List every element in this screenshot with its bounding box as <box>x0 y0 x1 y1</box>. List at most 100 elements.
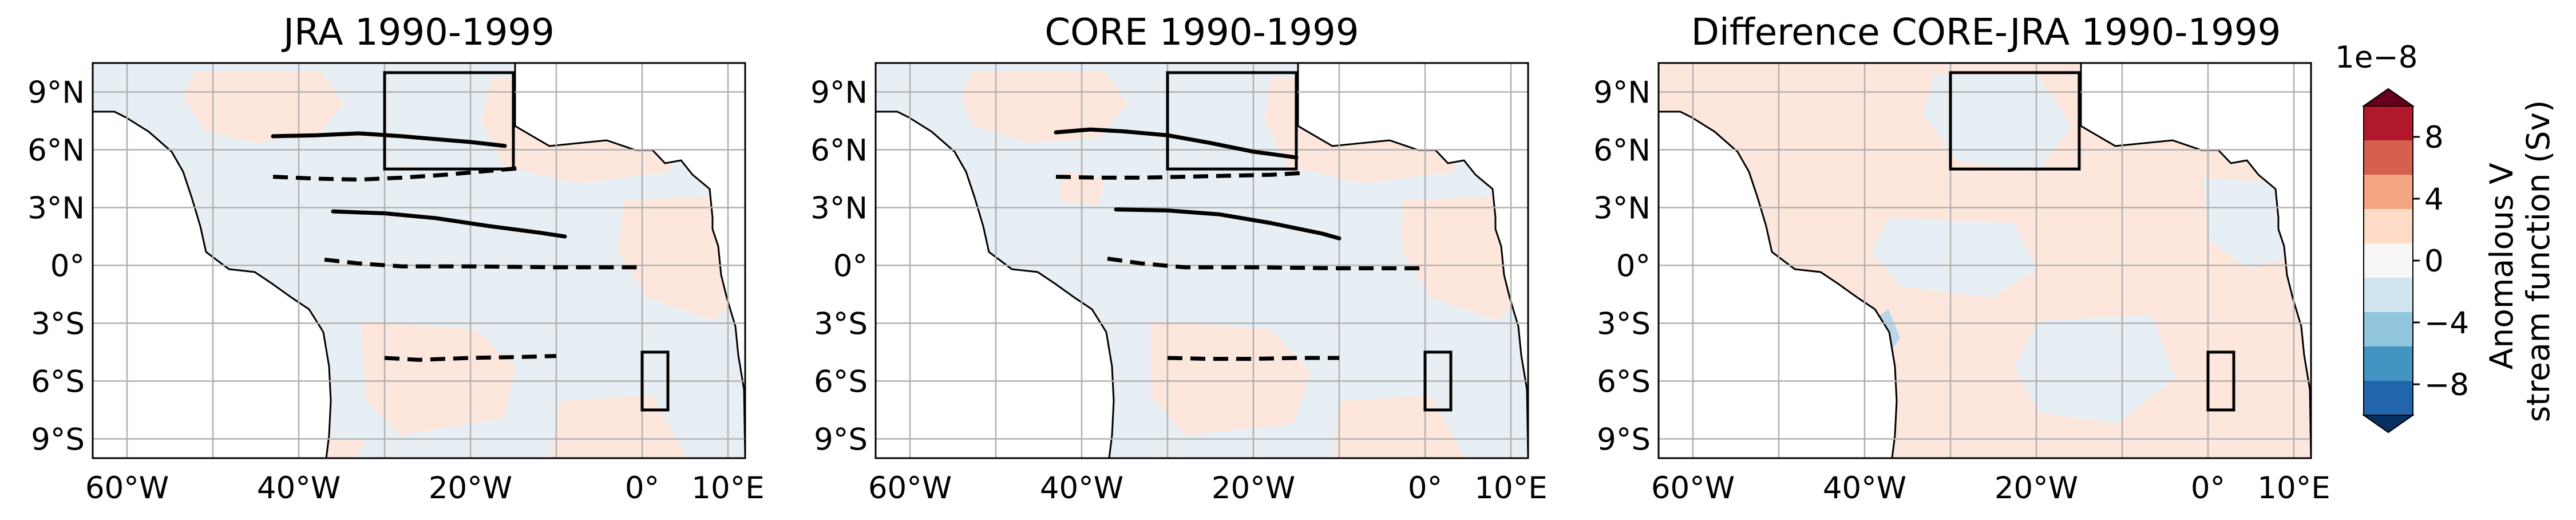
colorbar-segment <box>2364 106 2413 141</box>
current-lines <box>271 131 642 362</box>
colorbar-segment <box>2364 278 2413 313</box>
lat-tick-label: 9°S <box>31 422 85 457</box>
lat-tick-label: 0° <box>50 249 85 283</box>
map-frame <box>1657 62 2312 459</box>
lon-tick-label: 60°W <box>868 471 952 506</box>
map-panel-core: CORE 1990-1999 9°N 6°N 3°N 0° 3°S 6°S 9°S 60°W… <box>810 11 1548 506</box>
panel-title: JRA 1990-1999 <box>281 11 555 54</box>
africa-coast <box>2080 63 2311 458</box>
colorbar-ticks: 8 4 0 −4 −8 <box>2413 120 2469 403</box>
positive-anomaly-region <box>361 321 515 435</box>
map-frame <box>875 62 1529 459</box>
lon-tick-label: 10°E <box>2257 471 2330 506</box>
colorbar-segment <box>2364 140 2413 175</box>
colorbar-tick-label: 8 <box>2424 120 2444 155</box>
lon-tick-labels: 60°W 40°W 20°W 0° 10°E <box>85 471 765 506</box>
colorbar-label: Anomalous V stream function (Sv) <box>2483 100 2557 423</box>
lon-tick-label: 10°E <box>691 471 764 506</box>
lat-tick-label: 6°N <box>810 133 868 168</box>
current-line-dashed <box>272 166 523 182</box>
positive-anomaly-region <box>1150 321 1311 435</box>
map-frame <box>92 62 746 459</box>
colorbar-segment <box>2364 346 2413 381</box>
colorbar-label-line2: stream function (Sv) <box>2520 100 2557 423</box>
panel-title: Difference CORE-JRA 1990-1999 <box>1691 11 2281 54</box>
lat-tick-label: 3°N <box>810 191 868 226</box>
landmass <box>876 63 1528 458</box>
map-grid <box>876 63 1528 458</box>
south-america-coast <box>876 63 1115 458</box>
lat-tick-label: 6°N <box>1593 133 1651 168</box>
lat-tick-label: 9°S <box>1597 422 1651 457</box>
negative-anomaly-region <box>2015 315 2175 424</box>
region-box <box>1423 350 1453 412</box>
lat-tick-labels: 9°N 6°N 3°N 0° 3°S 6°S 9°S <box>810 75 868 457</box>
lon-tick-label: 20°W <box>1995 471 2078 506</box>
current-line-dashed <box>1055 171 1305 180</box>
lat-tick-label: 9°N <box>810 75 868 110</box>
lat-tick-label: 3°S <box>1597 306 1651 341</box>
lon-tick-label: 0° <box>625 471 659 506</box>
africa-coast <box>1297 63 1528 458</box>
south-america-coast <box>1659 63 1898 458</box>
current-line-dashed <box>1107 257 1425 270</box>
negative-anomaly-region <box>1923 74 2072 172</box>
lon-tick-label: 20°W <box>429 471 512 506</box>
current-line-solid <box>271 131 507 148</box>
lat-tick-label: 3°N <box>27 191 85 226</box>
region-boxes <box>1166 71 1453 412</box>
current-line-dashed <box>384 354 557 362</box>
positive-anomaly-region <box>183 72 343 143</box>
region-box <box>383 71 515 171</box>
lon-tick-label: 40°W <box>257 471 341 506</box>
colorbar: 1e−8 8 4 0 −4 −8 Anomalous V stream function… <box>2335 40 2557 434</box>
lon-tick-label: 20°W <box>1212 471 1295 506</box>
negative-anomaly-region <box>1871 218 2037 298</box>
lat-tick-label: 0° <box>1616 249 1651 283</box>
lat-tick-labels: 9°N 6°N 3°N 0° 3°S 6°S 9°S <box>27 75 85 457</box>
current-line-dashed <box>1167 356 1339 361</box>
colorbar-tick-label: 4 <box>2424 182 2444 217</box>
lat-tick-label: 3°S <box>31 306 85 341</box>
lat-tick-label: 3°S <box>814 306 868 341</box>
colorbar-extend-bottom <box>2361 415 2415 434</box>
lat-tick-label: 3°N <box>1593 191 1651 226</box>
landmass <box>93 63 745 458</box>
lon-tick-label: 10°E <box>1474 471 1547 506</box>
colorbar-segment <box>2364 312 2413 347</box>
lon-tick-label: 0° <box>1408 471 1442 506</box>
landmass <box>1659 63 2311 458</box>
positive-anomaly-region <box>961 72 1127 143</box>
region-boxes <box>1949 71 2235 412</box>
lat-tick-label: 0° <box>833 249 868 283</box>
current-line-solid <box>1114 207 1342 241</box>
lat-tick-label: 6°S <box>31 364 85 399</box>
region-box <box>640 350 670 412</box>
south-america-coast <box>93 63 332 458</box>
colorbar-exponent: 1e−8 <box>2335 40 2417 75</box>
colorbar-tick-label: 0 <box>2424 244 2444 279</box>
lon-tick-label: 60°W <box>85 471 169 506</box>
current-line-solid <box>331 209 567 239</box>
colorbar-tick-label: −8 <box>2424 368 2469 403</box>
map-panel-jra: JRA 1990-1999 9°N 6°N 3°N 0° 3°S 6°S 9°S 60°W 4… <box>27 11 765 506</box>
lon-tick-labels: 60°W 40°W 20°W 0° 10°E <box>1651 471 2330 506</box>
map-grid <box>93 63 745 458</box>
current-line-dashed <box>324 257 642 270</box>
lat-tick-label: 6°S <box>814 364 868 399</box>
lat-tick-label: 9°N <box>1593 75 1651 110</box>
colorbar-segments <box>2361 88 2415 434</box>
lon-tick-label: 0° <box>2191 471 2225 506</box>
region-box <box>1949 71 2081 171</box>
lat-tick-labels: 9°N 6°N 3°N 0° 3°S 6°S 9°S <box>1593 75 1651 457</box>
colorbar-segment <box>2364 381 2413 416</box>
colorbar-label-line1: Anomalous V <box>2483 163 2520 369</box>
region-box <box>2206 350 2235 412</box>
colorbar-segment <box>2364 175 2413 210</box>
region-boxes <box>383 71 670 412</box>
lat-tick-label: 9°N <box>27 75 85 110</box>
colorbar-segment <box>2364 209 2413 244</box>
lon-tick-label: 60°W <box>1651 471 1735 506</box>
region-box <box>1166 71 1298 171</box>
lon-tick-label: 40°W <box>1823 471 1906 506</box>
